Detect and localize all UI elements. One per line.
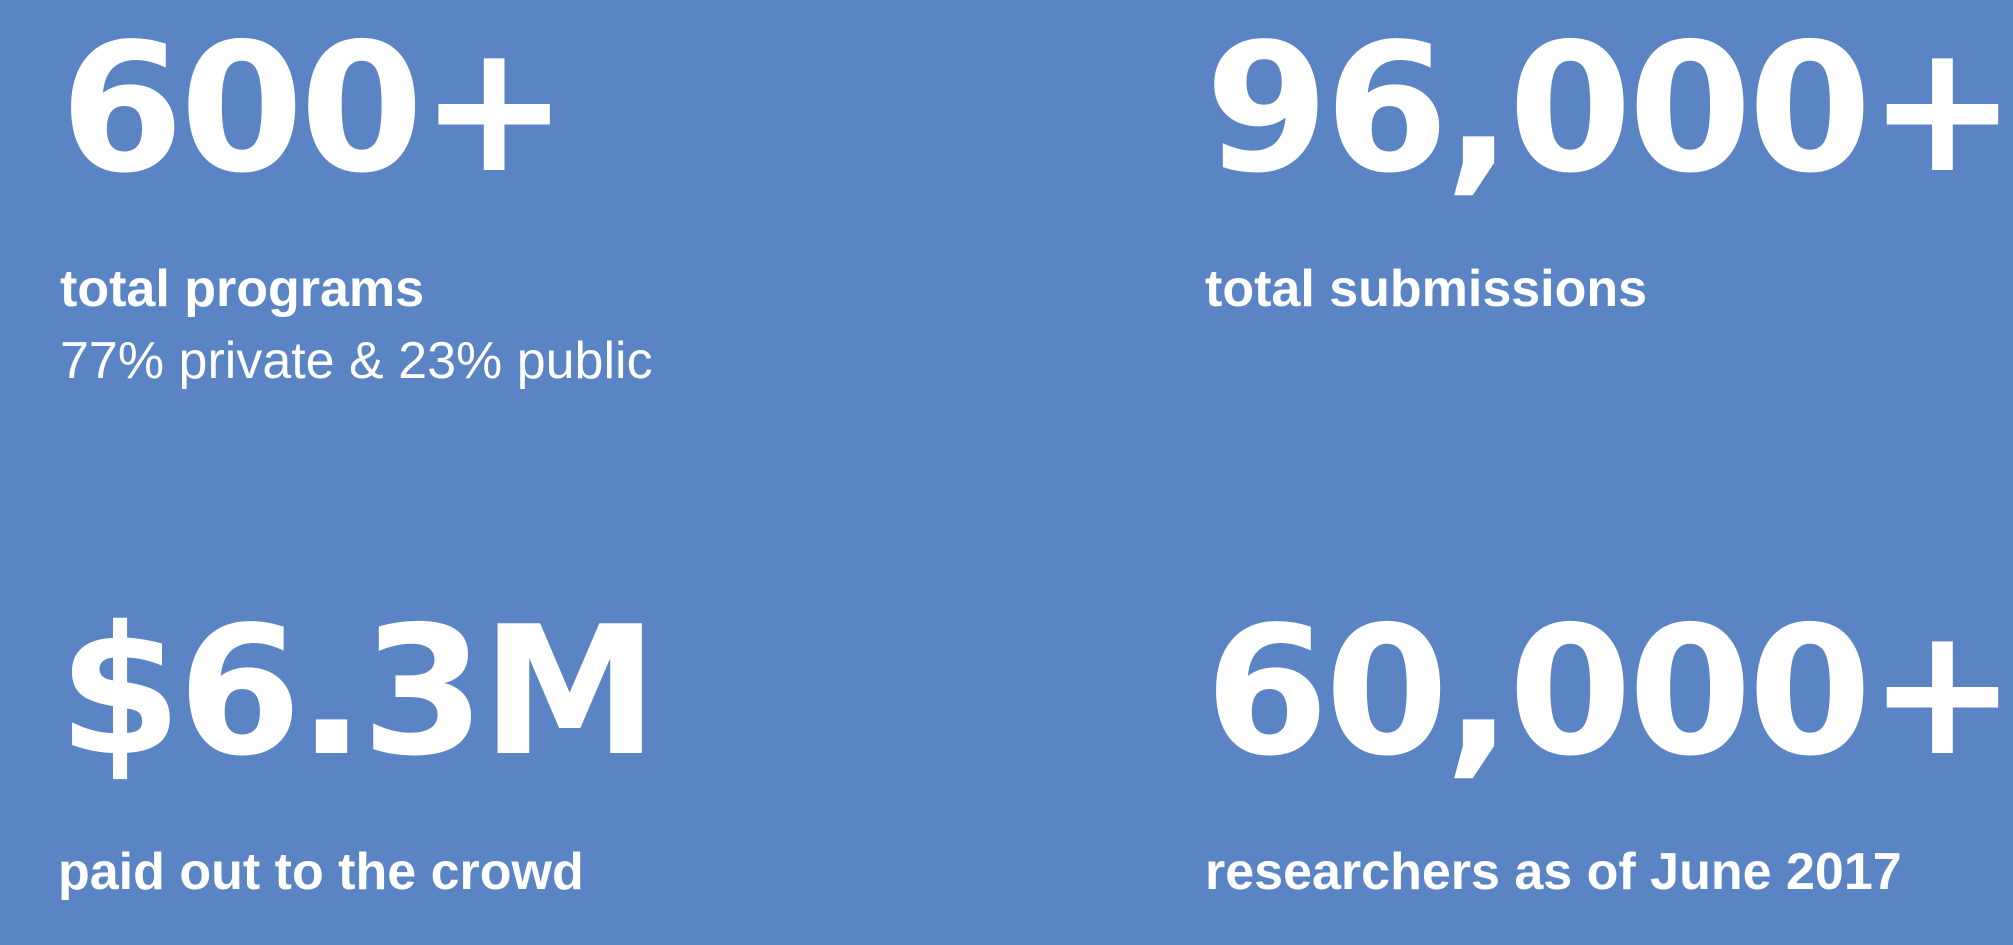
stat-label: total submissions — [1205, 260, 1648, 318]
stat-value: 96,000+ — [1205, 5, 2013, 212]
stat-label: paid out to the crowd — [58, 843, 584, 901]
stat-value: $6.3M — [58, 588, 658, 795]
stat-label: researchers as of June 2017 — [1205, 843, 1902, 901]
stat-sublabel: 77% private & 23% public — [60, 332, 653, 390]
stat-total-programs: 600+ total programs 77% private & 23% pu… — [60, 5, 653, 390]
stat-label: total programs — [60, 260, 425, 318]
stat-researchers: 60,000+ researchers as of June 2017 — [1205, 588, 2013, 901]
stat-paid-out: $6.3M paid out to the crowd — [58, 588, 658, 901]
stat-value: 60,000+ — [1205, 588, 2013, 795]
stat-total-submissions: 96,000+ total submissions — [1205, 5, 2013, 318]
stat-value: 600+ — [60, 5, 569, 212]
